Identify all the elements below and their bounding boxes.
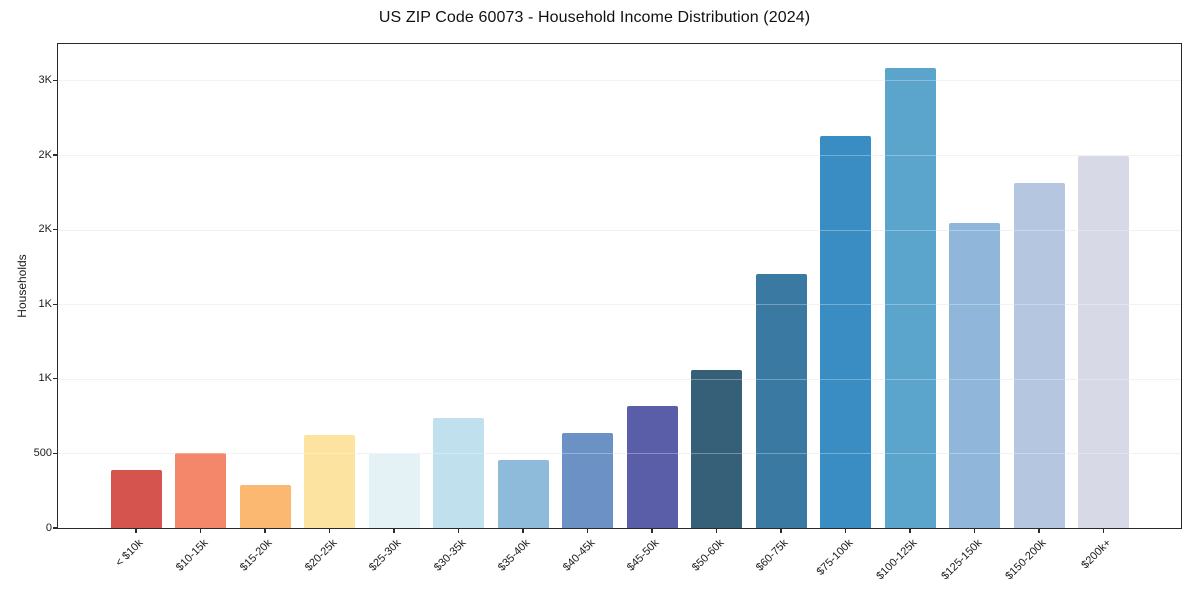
x-tick-label: < $10k — [113, 537, 146, 570]
gridline — [58, 229, 1181, 231]
y-tick-label: 1K — [38, 372, 52, 385]
x-tick-mark — [264, 528, 266, 533]
y-tick-label: 500 — [33, 446, 52, 459]
y-tick-mark — [53, 527, 58, 529]
gridline-overlay — [58, 304, 1181, 306]
bar-8 — [626, 405, 678, 528]
bar-6 — [497, 460, 549, 528]
x-tick-mark — [393, 528, 395, 533]
bar-15 — [1078, 156, 1129, 528]
gridline — [58, 304, 1181, 306]
bar-0 — [110, 469, 162, 528]
y-tick-label: 3K — [38, 73, 52, 86]
x-tick-mark — [844, 528, 847, 533]
bar-9 — [691, 369, 742, 528]
bar-12 — [884, 68, 936, 528]
bar-4 — [368, 453, 420, 528]
x-tick-mark — [328, 528, 331, 533]
x-tick-mark — [457, 528, 460, 533]
x-tick-mark — [909, 528, 911, 533]
y-tick-label: 0 — [45, 521, 52, 534]
gridline — [58, 378, 1181, 380]
x-tick-mark — [135, 528, 137, 533]
bar-13 — [949, 222, 1000, 528]
x-tick-mark — [586, 528, 589, 533]
bar-10 — [755, 273, 807, 528]
x-tick-mark — [973, 528, 976, 533]
gridline-overlay — [58, 155, 1181, 156]
x-tick-mark — [780, 528, 782, 533]
x-tick-mark — [715, 528, 718, 533]
x-tick-mark — [522, 528, 524, 533]
y-tick-mark — [53, 79, 58, 82]
chart-title: US ZIP Code 60073 - Household Income Dis… — [378, 9, 811, 26]
gridline — [58, 155, 1181, 156]
y-tick-mark — [53, 228, 58, 231]
y-tick-label: 2K — [38, 148, 52, 161]
x-tick-mark — [1102, 528, 1105, 533]
x-tick-mark — [651, 528, 653, 533]
y-tick-mark — [53, 452, 58, 455]
bar-2 — [239, 484, 291, 528]
gridline-overlay — [58, 378, 1181, 380]
bar-14 — [1013, 182, 1065, 528]
x-tick-mark — [199, 528, 202, 533]
gridline — [58, 80, 1181, 82]
gridline-overlay — [58, 80, 1181, 82]
bar-7 — [562, 432, 613, 528]
y-tick-mark — [53, 303, 58, 305]
bar-5 — [433, 417, 484, 528]
y-tick-mark — [53, 154, 58, 156]
x-tick-mark — [1038, 528, 1040, 533]
y-tick-label: 1K — [38, 297, 52, 310]
gridline — [58, 453, 1181, 455]
bar-3 — [304, 435, 355, 528]
bar-1 — [175, 453, 226, 528]
gridline-overlay — [58, 229, 1181, 231]
y-tick-label: 2K — [38, 223, 52, 236]
y-tick-mark — [53, 378, 58, 380]
gridline-overlay — [58, 453, 1181, 455]
bar-11 — [820, 136, 871, 528]
